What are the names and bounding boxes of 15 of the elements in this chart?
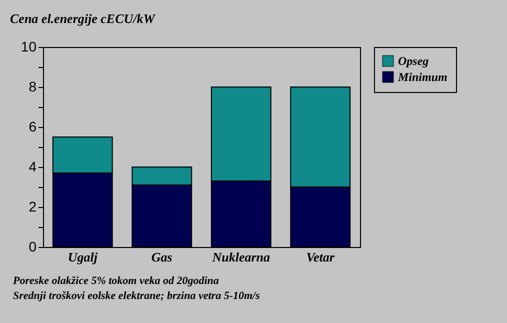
x-tick-label: Nuklearna bbox=[211, 250, 271, 264]
text: Poreske olakžice 5% tokom veka od 20godina bbox=[13, 275, 220, 287]
legend-label: Opseg bbox=[398, 54, 429, 68]
y-tick-label: 6 bbox=[28, 118, 37, 134]
x-tick-label: Ugalj bbox=[68, 250, 98, 264]
y-tick-label: 2 bbox=[28, 198, 37, 214]
legend-label: Minimum bbox=[397, 70, 448, 84]
y-tick-label: 4 bbox=[28, 158, 37, 174]
y-tick-label: 10 bbox=[20, 38, 37, 54]
text: Srednji troškovi eolske elektrane; brzina vetra 5-10m/s bbox=[13, 290, 260, 302]
chart-title: Cena el.energije cECU/kW bbox=[10, 11, 156, 26]
x-tick-label: Vetar bbox=[306, 250, 336, 264]
x-tick-label: Gas bbox=[151, 250, 172, 264]
y-tick-label: 8 bbox=[28, 78, 37, 94]
y-tick-label: 0 bbox=[28, 238, 37, 254]
